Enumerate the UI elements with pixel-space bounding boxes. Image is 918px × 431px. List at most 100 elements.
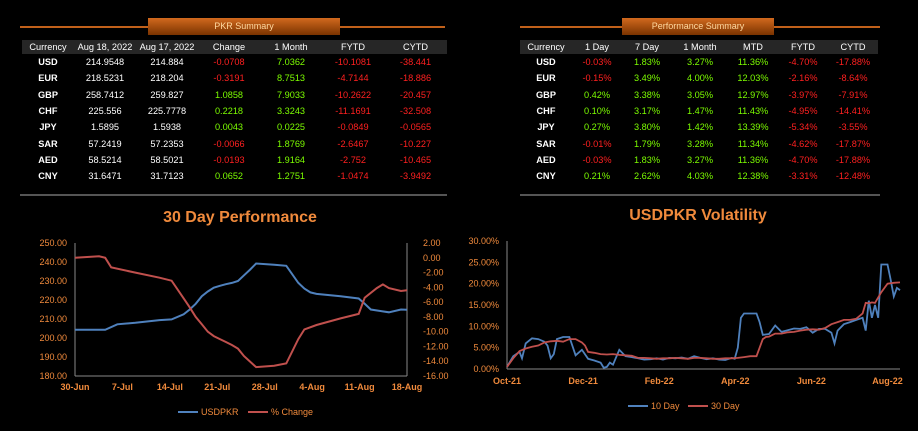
value-cell: -17.88% bbox=[835, 57, 871, 68]
value-cell: 11.36% bbox=[737, 154, 769, 165]
value-cell: -0.01% bbox=[582, 138, 612, 149]
y-right-tick-label: -4.00 bbox=[423, 282, 444, 292]
value-cell: 0.0043 bbox=[214, 122, 244, 133]
x-tick-label: 30-Jun bbox=[60, 382, 89, 392]
value-cell: 0.27% bbox=[583, 122, 611, 133]
value-cell: -3.9492 bbox=[399, 171, 432, 182]
value-cell: 0.42% bbox=[583, 89, 611, 100]
value-cell: -18.886 bbox=[399, 73, 432, 84]
value-cell: -11.1691 bbox=[335, 106, 371, 117]
value-cell: -2.16% bbox=[788, 73, 818, 84]
value-cell: -0.3191 bbox=[213, 73, 245, 84]
value-cell: 0.0225 bbox=[276, 122, 306, 133]
currency-cell: GBP bbox=[38, 89, 58, 100]
y-right-tick-label: 0.00 bbox=[423, 253, 441, 263]
y-right-tick-label: -16.00 bbox=[423, 371, 449, 381]
column-header: CYTD bbox=[384, 40, 447, 54]
value-cell: -17.88% bbox=[835, 154, 871, 165]
y-tick-label: 20.00% bbox=[468, 279, 499, 289]
performance-table-divider bbox=[520, 194, 880, 196]
value-cell: -3.97% bbox=[788, 89, 818, 100]
value-cell: -10.2622 bbox=[334, 89, 372, 100]
value-cell: 12.03% bbox=[737, 73, 769, 84]
currency-cell: USD bbox=[536, 57, 556, 68]
value-cell: -0.0849 bbox=[337, 122, 369, 133]
chart2-title: USDPKR Volatility bbox=[629, 207, 767, 224]
x-tick-label: 4-Aug bbox=[299, 382, 325, 392]
table-row: EUR 218.5231 218.204 -0.3191 8.7513 -4.7144 -1… bbox=[22, 70, 447, 86]
value-cell: 31.6471 bbox=[88, 171, 122, 182]
column-header: Aug 18, 2022 bbox=[74, 40, 136, 54]
value-cell: 1.5938 bbox=[152, 122, 182, 133]
value-cell: -20.457 bbox=[399, 89, 432, 100]
column-header: 1 Month bbox=[260, 40, 322, 54]
currency-cell: AED bbox=[38, 154, 58, 165]
value-cell: -17.87% bbox=[835, 138, 871, 149]
value-cell: 0.10% bbox=[583, 106, 611, 117]
table-row: AED -0.03% 1.83% 3.27% 11.36% -4.70% -17.88% bbox=[520, 152, 878, 168]
x-tick-label: Apr-22 bbox=[721, 376, 750, 386]
pkr-summary-table: Currency Aug 18, 2022 Aug 17, 2022 Change 1 … bbox=[22, 40, 447, 184]
value-cell: 225.556 bbox=[88, 106, 122, 117]
value-cell: -1.0474 bbox=[337, 171, 369, 182]
x-tick-label: 11-Aug bbox=[345, 382, 375, 392]
table-row: CHF 225.556 225.7778 0.2218 3.3243 -11.1691 -3… bbox=[22, 103, 447, 119]
legend-label-change: % Change bbox=[271, 407, 313, 417]
table-row: USD 214.9548 214.884 -0.0708 7.0362 -10.1081 -… bbox=[22, 54, 447, 70]
y-right-tick-label: -8.00 bbox=[423, 312, 444, 322]
value-cell: 0.2218 bbox=[214, 106, 244, 117]
value-cell: 218.204 bbox=[150, 73, 184, 84]
table-row: CNY 31.6471 31.7123 0.0652 1.2751 -1.0474 -3.9… bbox=[22, 168, 447, 184]
value-cell: -4.95% bbox=[788, 106, 818, 117]
value-cell: 1.8769 bbox=[276, 138, 306, 149]
performance-summary-title: Performance Summary bbox=[622, 18, 774, 35]
currency-cell: JPY bbox=[39, 122, 57, 133]
value-cell: 3.38% bbox=[633, 89, 661, 100]
value-cell: 11.36% bbox=[737, 57, 769, 68]
currency-cell: AED bbox=[536, 154, 556, 165]
currency-cell: EUR bbox=[38, 73, 58, 84]
y-left-tick-label: 190.00 bbox=[39, 352, 67, 362]
y-right-tick-label: -2.00 bbox=[423, 268, 444, 278]
legend-label-10day: 10 Day bbox=[651, 401, 680, 411]
y-tick-label: 30.00% bbox=[468, 236, 499, 246]
value-cell: -0.03% bbox=[582, 154, 612, 165]
table-row: CHF 0.10% 3.17% 1.47% 11.43% -4.95% -14.41% bbox=[520, 103, 878, 119]
column-header: CYTD bbox=[828, 40, 878, 54]
currency-cell: CHF bbox=[536, 106, 556, 117]
x-tick-label: Dec-21 bbox=[568, 376, 598, 386]
value-cell: 12.97% bbox=[737, 89, 769, 100]
column-header: 7 Day bbox=[622, 40, 672, 54]
table-row: GBP 0.42% 3.38% 3.05% 12.97% -3.97% -7.91% bbox=[520, 87, 878, 103]
value-cell: -0.0565 bbox=[399, 122, 432, 133]
value-cell: -0.0066 bbox=[213, 138, 245, 149]
pkr-summary-title: PKR Summary bbox=[148, 18, 340, 35]
value-cell: 3.49% bbox=[633, 73, 661, 84]
value-cell: -12.48% bbox=[835, 171, 871, 182]
value-cell: -4.70% bbox=[788, 57, 818, 68]
column-header: FYTD bbox=[778, 40, 828, 54]
value-cell: 214.9548 bbox=[85, 57, 125, 68]
value-cell: 0.21% bbox=[583, 171, 611, 182]
value-cell: 214.884 bbox=[150, 57, 184, 68]
table-row: JPY 0.27% 3.80% 1.42% 13.39% -5.34% -3.55% bbox=[520, 119, 878, 135]
value-cell: -3.55% bbox=[838, 122, 868, 133]
series-line-change bbox=[74, 255, 408, 369]
value-cell: 7.0362 bbox=[276, 57, 306, 68]
table-row: SAR 57.2419 57.2353 -0.0066 1.8769 -2.6467 -10… bbox=[22, 135, 447, 151]
currency-cell: CNY bbox=[38, 171, 58, 182]
value-cell: -10.227 bbox=[399, 138, 432, 149]
value-cell: -4.7144 bbox=[337, 73, 369, 84]
currency-cell: JPY bbox=[537, 122, 555, 133]
column-header: Aug 17, 2022 bbox=[136, 40, 198, 54]
value-cell: 57.2419 bbox=[88, 138, 122, 149]
value-cell: 11.34% bbox=[737, 138, 769, 149]
x-tick-label: Oct-21 bbox=[493, 376, 521, 386]
y-left-tick-label: 230.00 bbox=[39, 276, 67, 286]
currency-cell: CHF bbox=[38, 106, 58, 117]
column-header: 1 Month bbox=[672, 40, 728, 54]
pkr-table-divider bbox=[20, 194, 447, 196]
x-tick-label: 21-Jul bbox=[204, 382, 230, 392]
value-cell: -3.31% bbox=[788, 171, 818, 182]
value-cell: -10.465 bbox=[399, 154, 432, 165]
